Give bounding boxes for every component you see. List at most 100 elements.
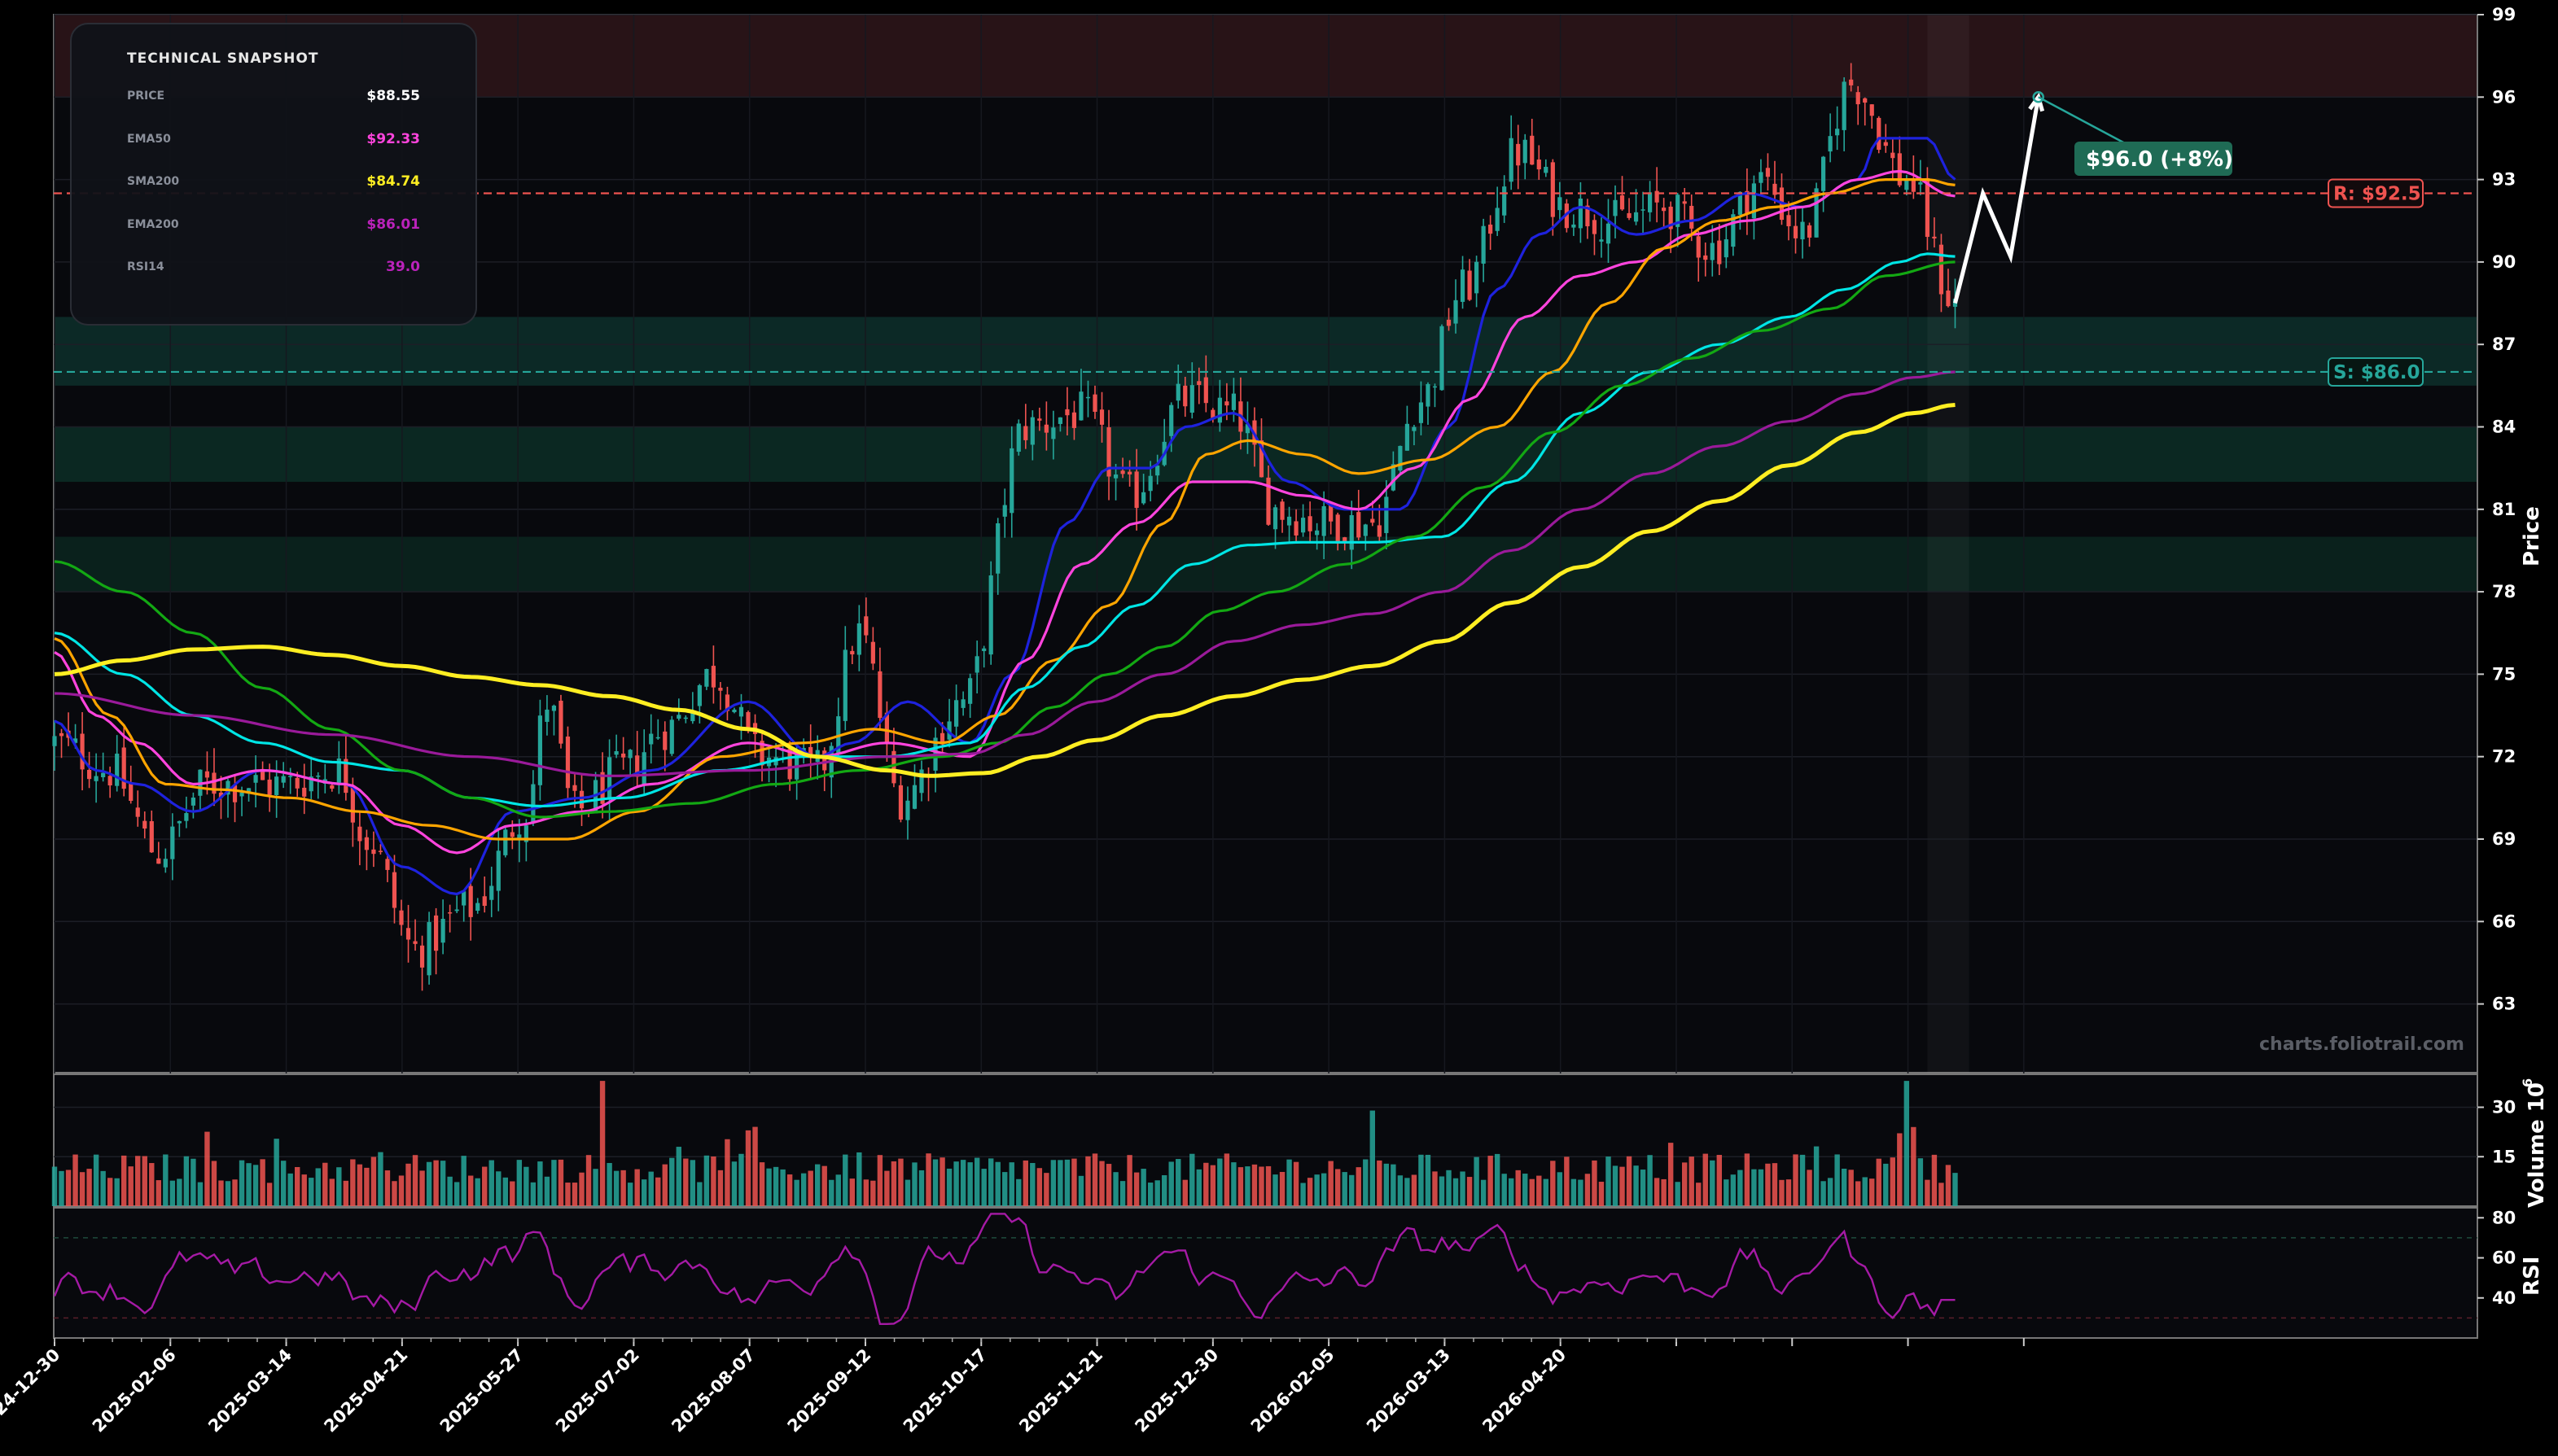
volume-bar <box>544 1176 550 1206</box>
volume-bar <box>1543 1178 1548 1206</box>
volume-bar <box>79 1172 85 1206</box>
volume-bar <box>620 1170 626 1206</box>
candle-body <box>1329 505 1334 522</box>
candle-body <box>1217 397 1222 423</box>
volume-bar <box>1196 1169 1202 1206</box>
candle-body <box>1751 183 1756 219</box>
volume-bar <box>1383 1163 1390 1206</box>
volume-bar <box>1133 1172 1140 1206</box>
candle-body <box>288 776 293 777</box>
volume-bar <box>1855 1181 1861 1206</box>
volume-bar <box>1654 1178 1660 1206</box>
x-tick-label: 2026-04-20 <box>1478 1345 1570 1436</box>
volume-bar <box>634 1169 640 1206</box>
candle-body <box>711 666 716 688</box>
ma-line-sma200 <box>54 403 1956 778</box>
candle-body <box>1516 143 1521 166</box>
volume-bar <box>183 1156 190 1206</box>
volume-bar <box>1446 1170 1452 1206</box>
volume-bar <box>1667 1143 1674 1206</box>
ma-line-ema10 <box>54 137 1956 896</box>
candle-body <box>1141 492 1146 504</box>
volume-bar <box>516 1160 523 1206</box>
candle-body <box>1814 188 1819 238</box>
candle-body <box>635 755 640 777</box>
volume-bar <box>1452 1178 1459 1206</box>
candle-body <box>1128 471 1132 474</box>
candle-body <box>718 688 723 691</box>
candle-body <box>239 792 244 797</box>
candle-body <box>628 750 633 759</box>
volume-bar <box>433 1160 439 1206</box>
candle-body <box>1613 199 1618 216</box>
candle-body <box>1605 223 1611 244</box>
volume-bar <box>1716 1155 1722 1206</box>
volume-bar <box>384 1170 391 1206</box>
snapshot-row-sma200: SMA200 $84.74 <box>127 173 420 195</box>
volume-bar <box>1640 1170 1646 1206</box>
candle-body <box>1259 440 1264 478</box>
candle-body <box>1759 172 1763 183</box>
x-tick-label: 2026-03-13 <box>1363 1345 1454 1436</box>
volume-bar <box>884 1170 890 1206</box>
candle-body <box>565 736 571 789</box>
candle-body <box>1058 417 1062 424</box>
candle-body <box>808 746 813 756</box>
ma-line-ema20 <box>54 169 1956 855</box>
volume-bar <box>766 1168 772 1206</box>
candle-body <box>232 785 238 802</box>
candle-body <box>1724 239 1728 258</box>
volume-bar <box>1397 1175 1404 1206</box>
candle-body <box>462 891 466 906</box>
candle-body <box>503 829 508 855</box>
volume-bar <box>1550 1161 1556 1206</box>
x-tick-label: 2025-10-17 <box>900 1345 991 1436</box>
candle-body <box>170 826 175 859</box>
volume-bar <box>1078 1175 1084 1206</box>
rsi-panel <box>53 1207 2478 1339</box>
volume-bar <box>551 1160 557 1206</box>
candle-body <box>454 909 459 912</box>
volume-bar <box>1744 1153 1750 1206</box>
volume-bar <box>1154 1180 1160 1206</box>
volume-bar <box>378 1152 383 1206</box>
volume-bar <box>1265 1165 1272 1206</box>
volume-bar <box>725 1139 730 1206</box>
candle-body <box>760 741 764 766</box>
volume-bar <box>717 1170 724 1206</box>
candle-body <box>1932 236 1937 238</box>
candle-body <box>274 776 279 795</box>
volume-bar <box>155 1180 161 1206</box>
volume-bar <box>204 1131 210 1206</box>
volume-bar <box>800 1173 807 1206</box>
volume-bar <box>1245 1166 1251 1206</box>
target-leader-line <box>2038 96 2126 145</box>
volume-bar <box>322 1162 328 1206</box>
volume-bar <box>565 1183 571 1206</box>
volume-bar <box>1439 1176 1445 1206</box>
candle-body <box>1654 190 1659 203</box>
volume-bar <box>1661 1178 1667 1206</box>
candle-body <box>1488 224 1493 234</box>
candle-body <box>1536 160 1541 170</box>
candle-body <box>1391 464 1395 491</box>
volume-bar <box>918 1170 925 1206</box>
volume-tick-label: 30 <box>2492 1098 2516 1117</box>
volume-bar <box>1633 1165 1639 1206</box>
volume-bar <box>1820 1181 1826 1206</box>
volume-bar <box>607 1162 612 1206</box>
candle-body <box>1745 190 1750 215</box>
candle-body <box>1717 240 1722 265</box>
candle-body <box>316 775 321 777</box>
x-tick-label: 2025-07-02 <box>552 1345 643 1436</box>
volume-bar <box>225 1181 231 1206</box>
x-tick-label: 2025-12-30 <box>1131 1345 1222 1436</box>
candle-body <box>732 709 737 713</box>
volume-bar <box>211 1161 217 1206</box>
candle-body <box>1467 270 1472 300</box>
volume-bar <box>1647 1155 1653 1206</box>
volume-bar <box>266 1183 273 1206</box>
volume-bar <box>731 1161 738 1206</box>
candle-body <box>1349 515 1354 550</box>
candle-body <box>1599 239 1604 242</box>
